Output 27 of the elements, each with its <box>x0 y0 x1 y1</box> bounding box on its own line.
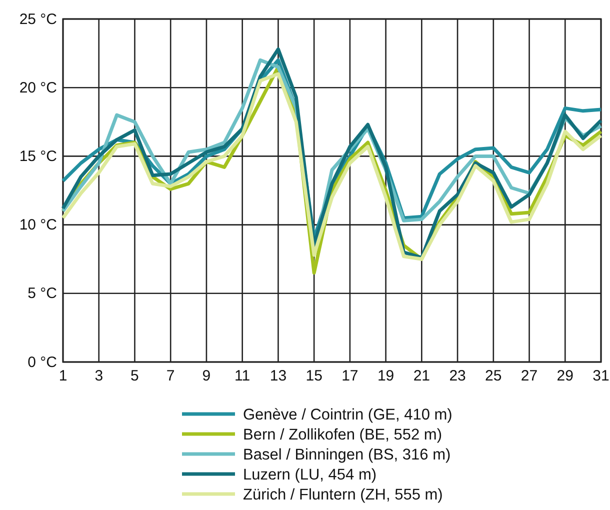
y-tick-label: 10 °C <box>19 216 58 234</box>
x-tick-label: 27 <box>520 368 538 385</box>
x-tick-label: 25 <box>485 368 502 385</box>
x-tick-label: 13 <box>270 368 287 385</box>
legend-label: Luzern (LU, 454 m) <box>243 466 377 484</box>
x-tick-label: 31 <box>592 368 610 385</box>
x-tick-label: 19 <box>377 368 394 385</box>
legend-label: Basel / Binningen (BS, 316 m) <box>243 446 451 464</box>
y-tick-label: 0 °C <box>28 354 58 371</box>
x-tick-label: 3 <box>94 368 104 385</box>
x-tick-label: 5 <box>130 368 139 385</box>
legend-label: Bern / Zollikofen (BE, 552 m) <box>243 426 442 444</box>
x-tick-label: 23 <box>449 368 466 385</box>
x-tick-label: 15 <box>306 368 322 385</box>
x-tick-label: 17 <box>342 368 358 385</box>
y-tick-label: 15 °C <box>19 148 58 165</box>
x-tick-label: 7 <box>166 368 175 385</box>
y-tick-label: 5 °C <box>28 285 58 302</box>
y-tick-label: 20 °C <box>19 79 58 96</box>
x-tick-label: 11 <box>234 368 250 385</box>
y-tick-label: 25 °C <box>19 10 58 28</box>
legend-label: Genève / Cointrin (GE, 410 m) <box>243 406 452 424</box>
x-tick-label: 29 <box>556 368 574 385</box>
x-tick-label: 21 <box>413 368 430 385</box>
legend-label: Zürich / Fluntern (ZH, 555 m) <box>243 486 443 504</box>
x-tick-label: 1 <box>58 368 68 385</box>
x-tick-label: 9 <box>202 368 211 385</box>
